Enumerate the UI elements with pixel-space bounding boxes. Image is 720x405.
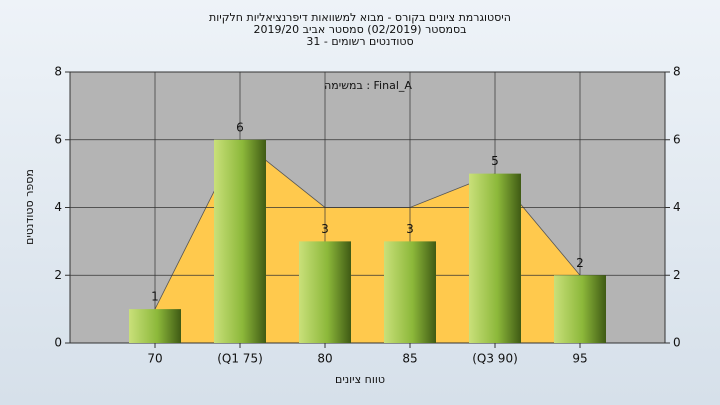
y-axis-label: מספר סטודנטים bbox=[23, 169, 36, 245]
x-axis-label: טווח ציונים bbox=[335, 373, 385, 386]
data-label: 3 bbox=[321, 222, 329, 236]
title-line: היסטוגרמת ציונים בקורס - מבוא למשוואות ד… bbox=[209, 11, 511, 24]
y2-tick-label: 8 bbox=[673, 65, 681, 79]
data-label: 3 bbox=[406, 222, 414, 236]
data-label: 2 bbox=[576, 256, 584, 270]
plot-border bbox=[69, 71, 666, 344]
x-tick-label: 80 bbox=[317, 352, 332, 366]
x-tick-label: 70 bbox=[147, 352, 162, 366]
y2-tick-label: 0 bbox=[673, 336, 681, 350]
legend-text: במשימה : Final_A bbox=[324, 79, 412, 92]
title-line: בסמסטר (02/2019) סמסטר אביב 2019/20 bbox=[253, 23, 466, 36]
y-tick-label: 4 bbox=[54, 200, 62, 214]
y2-tick-label: 2 bbox=[673, 268, 681, 282]
y2-tick-label: 4 bbox=[673, 200, 681, 214]
y-tick-label: 8 bbox=[54, 65, 62, 79]
bar bbox=[299, 241, 351, 343]
y-tick-label: 0 bbox=[54, 336, 62, 350]
y-tick-label: 2 bbox=[54, 268, 62, 282]
bar bbox=[469, 173, 521, 343]
bar bbox=[554, 275, 606, 343]
bar bbox=[384, 241, 436, 343]
x-tick-label: 95 bbox=[572, 352, 587, 366]
x-tick-label: 85 bbox=[402, 352, 417, 366]
y-tick-label: 6 bbox=[54, 132, 62, 146]
x-tick-label: (Q3 90) bbox=[472, 352, 518, 366]
data-label: 5 bbox=[491, 154, 499, 168]
bar bbox=[214, 139, 266, 343]
title-line: סטודנטים רשומים - 31 bbox=[306, 35, 413, 48]
y2-tick-label: 6 bbox=[673, 132, 681, 146]
bar bbox=[129, 309, 181, 343]
x-tick-label: (Q1 75) bbox=[217, 352, 263, 366]
data-label: 6 bbox=[236, 120, 244, 134]
data-label: 1 bbox=[151, 290, 159, 304]
